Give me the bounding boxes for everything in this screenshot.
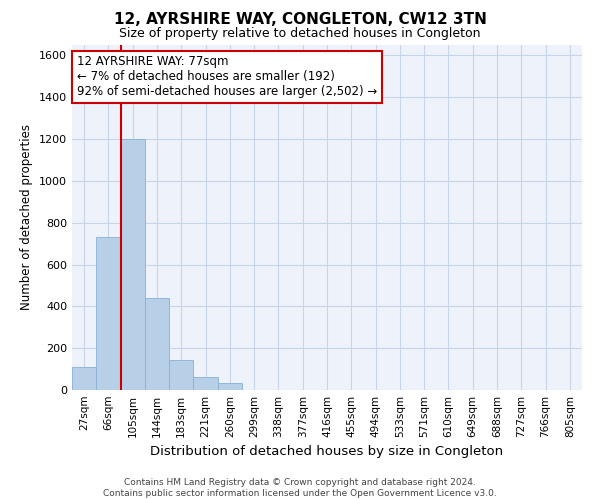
Text: 12, AYRSHIRE WAY, CONGLETON, CW12 3TN: 12, AYRSHIRE WAY, CONGLETON, CW12 3TN <box>113 12 487 28</box>
Bar <box>96 238 121 390</box>
Y-axis label: Number of detached properties: Number of detached properties <box>20 124 34 310</box>
Text: Size of property relative to detached houses in Congleton: Size of property relative to detached ho… <box>119 28 481 40</box>
Bar <box>72 367 96 390</box>
Text: Contains HM Land Registry data © Crown copyright and database right 2024.
Contai: Contains HM Land Registry data © Crown c… <box>103 478 497 498</box>
Bar <box>218 382 242 390</box>
Bar <box>145 298 169 390</box>
Bar <box>169 360 193 390</box>
Bar <box>193 378 218 390</box>
Bar <box>121 139 145 390</box>
X-axis label: Distribution of detached houses by size in Congleton: Distribution of detached houses by size … <box>151 446 503 458</box>
Text: 12 AYRSHIRE WAY: 77sqm
← 7% of detached houses are smaller (192)
92% of semi-det: 12 AYRSHIRE WAY: 77sqm ← 7% of detached … <box>77 56 377 98</box>
